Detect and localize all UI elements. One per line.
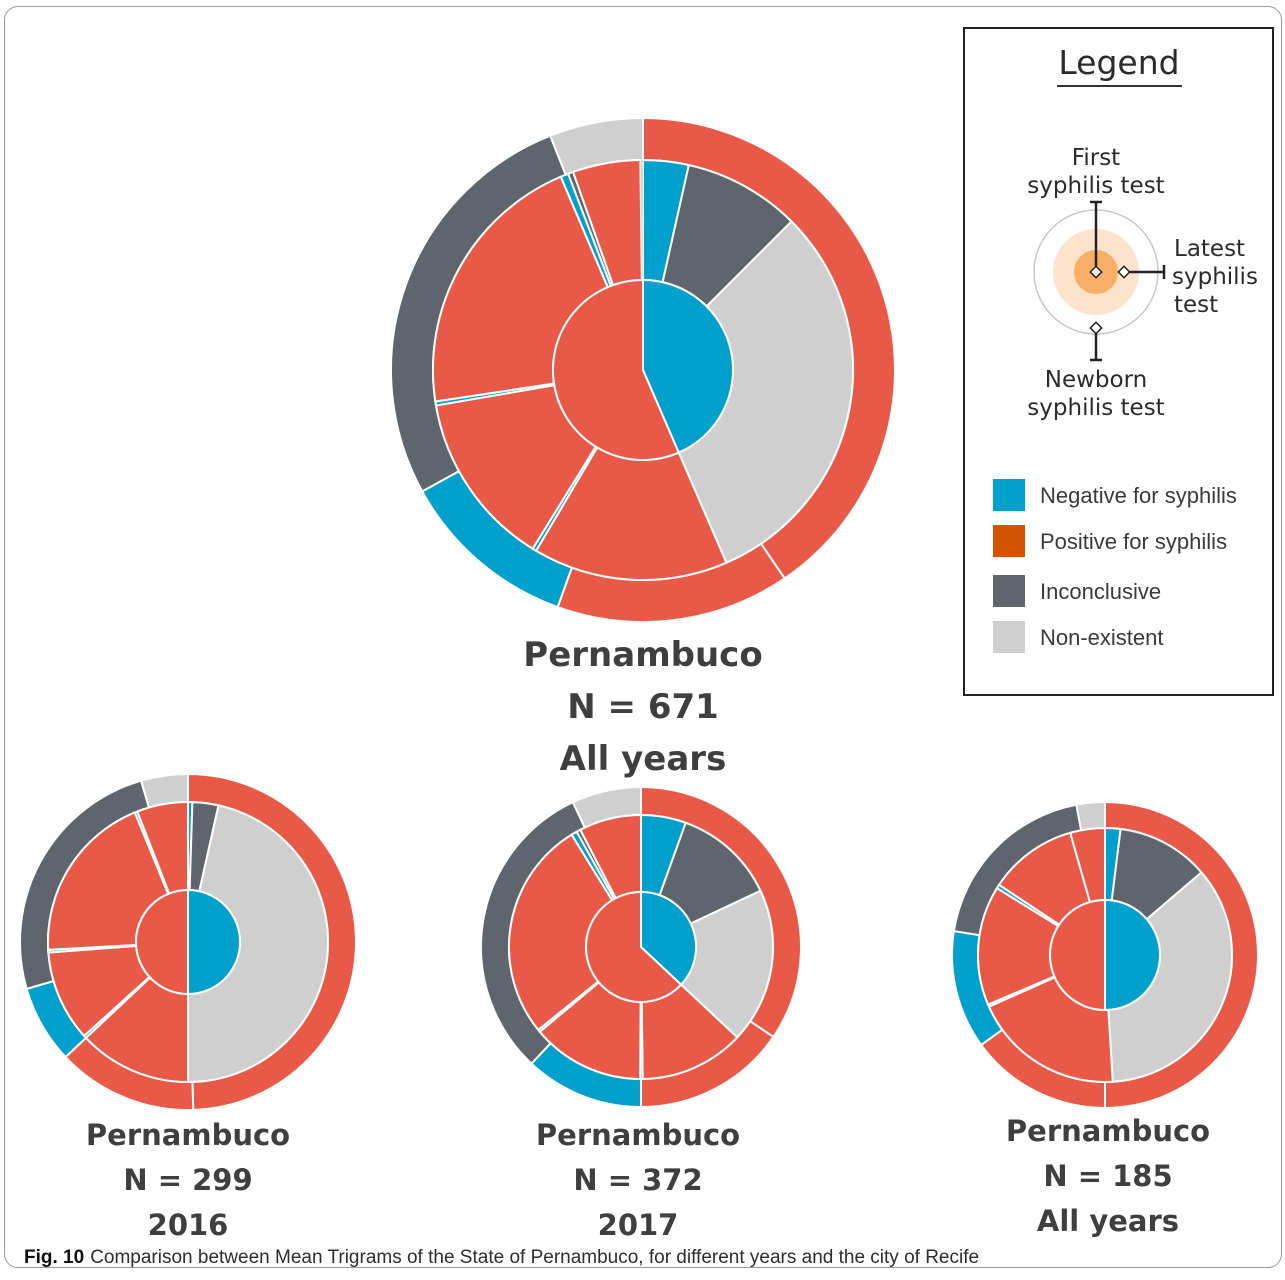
chart-title-line: All years [560,739,727,779]
first-test-segment-negative [640,890,697,987]
legend-latest-label: Latest [1174,236,1245,262]
sunburst-chart-recife [951,800,1259,1110]
legend-ring-diagram [1033,200,1166,362]
legend-marker-newborn [1089,321,1103,335]
legend-marker-first [1089,265,1103,279]
chart-title-line: All years [1037,1204,1179,1238]
chart-title-line: Pernambuco [536,1118,740,1152]
legend-swatch-nonexistent [993,621,1025,653]
newborn-test-segment-nonexistent [1075,800,1106,832]
chart-title-line: 2016 [148,1208,229,1240]
legend-title: Legend [1058,43,1179,82]
legend-swatch-negative [993,479,1025,511]
first-test-segment-positive [585,890,683,1003]
figure-caption: Fig. 10 Comparison between Mean Trigrams … [24,1247,979,1269]
chart-title-2017: Pernambuco N = 372 2017 [536,1118,740,1240]
first-test-segment-positive [135,888,189,996]
chart-title-line: Pernambuco [86,1118,290,1152]
first-test-segment-negative [187,888,241,996]
legend-first-label: First [1072,145,1120,171]
figure-frame [4,6,1282,1268]
legend-newborn-label: Newborn [1045,367,1147,393]
chart-title-line: Pernambuco [523,635,762,675]
chart-title-line: N = 372 [573,1163,702,1197]
sunburst-chart-main [390,116,896,623]
chart-title-2016: Pernambuco N = 299 2016 [86,1118,290,1240]
legend: Legend First syphilis test Latest syphil… [963,27,1274,696]
legend-latest-label: syphilis [1172,264,1258,290]
legend-marker-latest [1117,265,1131,279]
caption-text: Comparison between Mean Trigrams of the … [90,1247,980,1268]
figure-canvas: Pernambuco N = 671 All years Pernambuco … [19,27,1274,1240]
chart-title-line: N = 185 [1043,1159,1172,1193]
legend-item-label: Negative for syphilis [1040,483,1237,508]
chart-title-line: Pernambuco [1006,1114,1210,1148]
legend-swatch-positive [993,525,1025,557]
chart-title-line: N = 299 [123,1163,252,1197]
caption-label: Fig. 10 [24,1247,85,1268]
chart-title-line: 2017 [598,1208,679,1240]
chart-title-main: Pernambuco N = 671 All years [523,635,762,779]
sunburst-chart-2016 [19,772,358,1111]
legend-item-label: Non-existent [1040,625,1164,650]
legend-latest-label: test [1174,292,1218,318]
legend-first-label: syphilis test [1027,173,1164,199]
first-test-segment-positive [1049,898,1106,1012]
sunburst-chart-2017 [480,785,802,1109]
first-test-segment-negative [1104,898,1161,1012]
legend-item-label: Positive for syphilis [1040,529,1227,554]
legend-item-label: Inconclusive [1040,579,1161,604]
first-test-segment-positive [552,278,681,461]
first-test-segment-negative [642,278,734,454]
legend-swatch-inconclusive [993,575,1025,607]
chart-title-line: N = 671 [567,687,719,727]
legend-newborn-label: syphilis test [1027,395,1164,421]
chart-title-recife: Pernambuco N = 185 All years [1006,1114,1210,1238]
